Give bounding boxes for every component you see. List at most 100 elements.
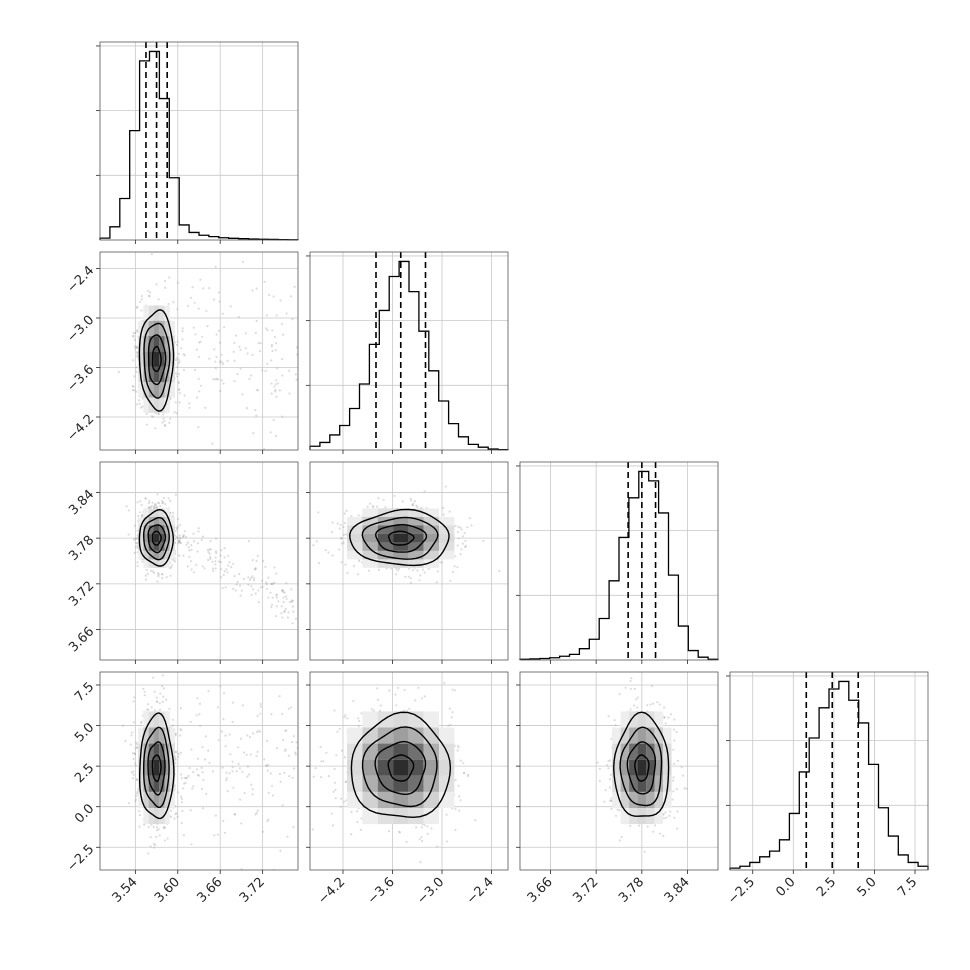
sample-point [302,794,304,796]
sample-point [143,694,146,697]
sample-point [277,600,280,603]
sample-point [228,733,231,736]
density-cell [377,542,393,551]
contour-2 [361,516,439,560]
sample-point [287,754,290,757]
sample-point [130,771,133,774]
sample-point [161,500,164,503]
sample-point [190,568,193,571]
sample-point [154,843,157,847]
sample-point [170,809,173,812]
sample-point [435,581,438,584]
sample-point [176,308,179,311]
sample-point [231,657,233,659]
sample-point [225,771,228,774]
sample-point [430,827,433,830]
sample-point [160,573,164,576]
sample-point [308,757,310,759]
sample-point [357,725,360,728]
sample-point [366,505,369,508]
sample-point [335,666,337,668]
sample-point [407,575,410,578]
sample-point [426,832,429,835]
sample-point [298,298,300,300]
sample-point [235,334,238,337]
sample-point [315,328,317,330]
sample-point [324,388,326,390]
sample-point [498,569,501,573]
sample-point [250,585,253,588]
density-cell [143,320,149,337]
sample-point [146,289,149,292]
sample-point [261,579,264,582]
density-cell [347,525,363,534]
sample-point [316,815,318,817]
sample-point [153,504,156,507]
sample-point [219,568,222,571]
sample-point [327,775,331,778]
sample-point [133,345,136,348]
sample-point [255,559,258,563]
sample-point [150,706,153,709]
sample-point [154,506,158,509]
sample-point [292,826,295,829]
sample-point [226,571,229,574]
sample-point [416,505,419,509]
density-cell [164,808,170,825]
sample-point [134,764,137,767]
sample-point [176,517,179,521]
sample-point [317,511,320,514]
sample-point [132,331,135,334]
sample-point [459,799,462,802]
sample-point [137,514,140,518]
sample-point [179,536,182,540]
density-cell [138,791,144,808]
sample-point [183,530,186,533]
sample-point [320,603,322,605]
sample-point [333,355,335,357]
sample-point [186,776,189,779]
sample-point [259,712,262,715]
contour-1 [147,741,166,796]
sample-point [290,706,293,709]
sample-point [162,826,165,829]
sample-point [295,378,298,381]
sample-point [311,431,313,433]
sample-point [164,503,167,506]
sample-point [202,287,205,290]
sample-point [291,599,294,603]
sample-point [212,378,215,381]
sample-point [140,309,143,312]
sample-point [182,353,185,356]
sample-point [382,498,385,501]
sample-point [169,397,172,400]
sample-point [389,567,393,570]
sample-point [318,325,320,327]
sample-point [189,809,192,812]
sample-point [333,797,335,799]
contour-3 [349,508,450,567]
sample-point [117,371,120,374]
sample-point [192,770,195,774]
sample-point [135,346,138,349]
sample-point [303,849,305,851]
sample-point [275,596,278,599]
density-cell [143,525,149,534]
sample-point [458,809,461,812]
sample-point [152,571,156,575]
sample-point [188,767,191,770]
y-tick-label: 2.5 [72,761,97,786]
sample-point [152,570,155,573]
sample-point [320,355,322,357]
sample-point [188,555,191,559]
sample-point [233,575,236,578]
sample-point [155,696,158,699]
sample-point [216,833,219,836]
sample-point [222,718,225,721]
density-cell [393,550,409,560]
sample-point [251,559,254,562]
density-cell [143,382,149,398]
sample-point [170,566,173,569]
sample-point [233,813,236,816]
sample-point [225,779,228,782]
